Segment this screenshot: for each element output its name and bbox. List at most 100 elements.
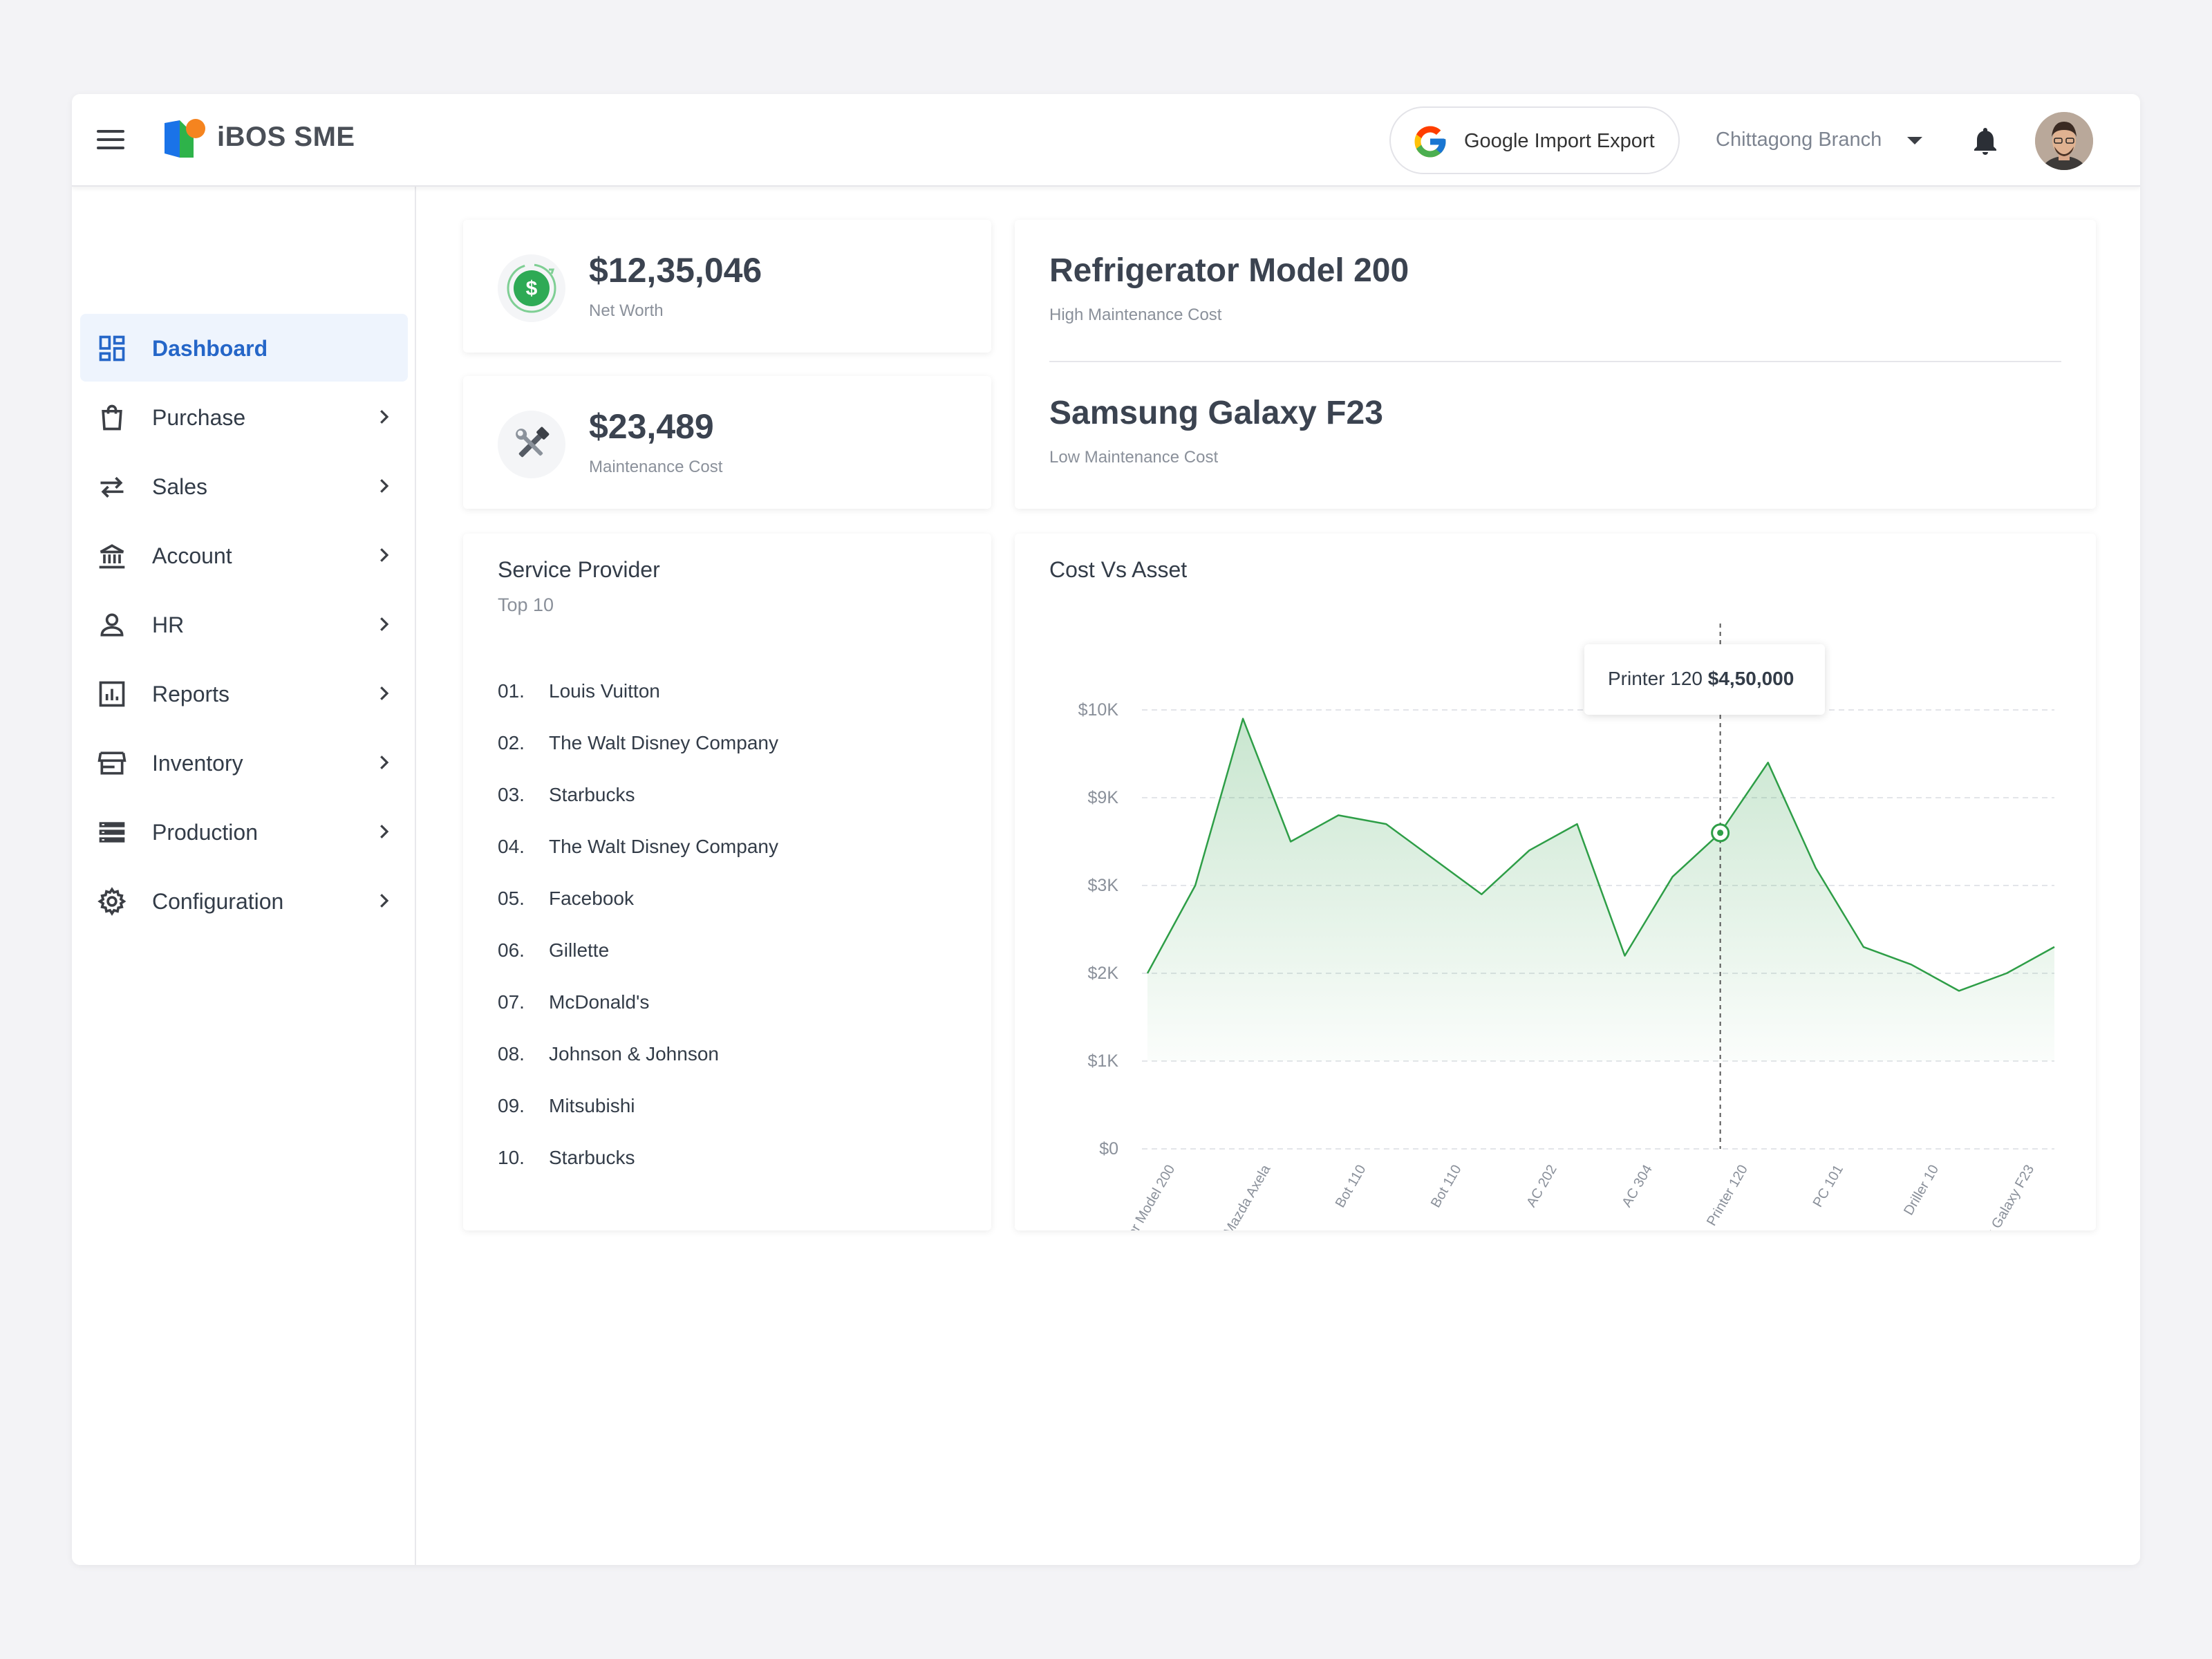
sidebar-item-purchase[interactable]: Purchase: [80, 383, 408, 451]
x-tick-label: Driller 10: [1901, 1163, 1942, 1218]
low-maintenance-asset-title: Samsung Galaxy F23: [1049, 395, 1383, 431]
list-stack-icon: [99, 822, 125, 843]
sidebar-item-label: Account: [152, 543, 232, 568]
sidebar-item-label: Inventory: [152, 751, 243, 776]
sidebar-item-label: HR: [152, 612, 185, 637]
sidebar: Dashboard Purchase Sales Account: [72, 187, 416, 1565]
list-item-name: The Walt Disney Company: [549, 732, 778, 753]
chevron-right-icon: [380, 686, 389, 700]
y-tick-label: $0: [1099, 1139, 1118, 1159]
sidebar-item-sales[interactable]: Sales: [80, 452, 408, 520]
google-icon: [1414, 126, 1446, 158]
sidebar-item-label: Purchase: [152, 405, 246, 430]
bell-icon[interactable]: [1969, 124, 2002, 158]
maintenance-cost-label: Maintenance Cost: [589, 458, 723, 476]
chevron-right-icon: [380, 756, 389, 769]
chevron-right-icon: [380, 479, 389, 493]
high-maintenance-asset-subtitle: High Maintenance Cost: [1049, 306, 1222, 324]
sidebar-item-hr[interactable]: HR: [80, 590, 408, 658]
person-icon: [100, 613, 124, 637]
bar-report-icon: [99, 681, 125, 707]
caret-down-icon[interactable]: [1907, 137, 1922, 144]
list-item-name: Facebook: [549, 888, 634, 909]
sidebar-item-inventory[interactable]: Inventory: [80, 729, 408, 796]
sidebar-item-label: Reports: [152, 682, 230, 706]
list-item-number: 08.: [498, 1043, 525, 1065]
list-item-number: 07.: [498, 991, 525, 1013]
list-item-number: 03.: [498, 784, 525, 805]
sidebar-item-label: Configuration: [152, 889, 284, 914]
top-header: iBOS SME Google Import Export Chittagong…: [72, 94, 2140, 187]
hover-point: [1717, 830, 1724, 836]
dashboard-icon: [99, 335, 125, 362]
y-tick-label: $9K: [1088, 788, 1119, 807]
brand-name: iBOS SME: [217, 122, 355, 152]
ibos-logo-icon: [165, 119, 205, 158]
list-item-number: 10.: [498, 1147, 525, 1168]
y-tick-label: $10K: [1078, 700, 1119, 720]
net-worth-label: Net Worth: [589, 301, 664, 320]
high-maintenance-asset-title: Refrigerator Model 200: [1049, 252, 1409, 289]
maintenance-cost-value: $23,489: [589, 407, 714, 446]
list-item-number: 04.: [498, 836, 525, 857]
sidebar-item-account[interactable]: Account: [80, 521, 408, 589]
series-line: [1146, 718, 2055, 992]
service-provider-card: Service Provider Top 10 01. Louis Vuitton…: [463, 534, 991, 1230]
chevron-right-icon: [380, 617, 389, 631]
swap-arrows-icon: [100, 476, 124, 498]
list-item-name: Louis Vuitton: [549, 680, 660, 702]
chevron-right-icon: [380, 548, 389, 562]
y-tick-label: $3K: [1088, 876, 1119, 895]
sidebar-item-configuration[interactable]: Configuration: [80, 867, 408, 935]
sidebar-item-label: Sales: [152, 474, 208, 499]
maintenance-cost-card: $23,489 Maintenance Cost: [463, 376, 991, 509]
y-tick-label: $1K: [1088, 1051, 1119, 1071]
app-window: iBOS SME Google Import Export Chittagong…: [72, 94, 2140, 1565]
x-tick-label: AC 202: [1524, 1163, 1559, 1210]
list-item-number: 01.: [498, 680, 525, 702]
sidebar-item-label: Dashboard: [152, 336, 268, 361]
tooltip-label: Printer 120: [1608, 668, 1703, 689]
menu-icon[interactable]: [97, 127, 124, 152]
branch-selector[interactable]: Chittagong Branch: [1716, 129, 1882, 151]
chevron-right-icon: [380, 894, 389, 908]
chart-title: Cost Vs Asset: [1049, 557, 1188, 582]
list-item-number: 05.: [498, 888, 525, 909]
gear-icon: [97, 887, 126, 916]
x-tick-label: AC 304: [1619, 1163, 1655, 1210]
user-avatar[interactable]: [2035, 112, 2093, 170]
asset-maintenance-card: Refrigerator Model 200 High Maintenance …: [1015, 220, 2096, 509]
service-provider-title: Service Provider: [498, 557, 660, 582]
net-worth-card: $ $12,35,046 Net Worth: [463, 220, 991, 353]
google-import-export-button[interactable]: Google Import Export: [1389, 106, 1680, 174]
list-item-name: Mitsubishi: [549, 1095, 635, 1116]
low-maintenance-asset-subtitle: Low Maintenance Cost: [1049, 448, 1219, 467]
cost-vs-asset-chart: $0 $1K $2K $3K $9K $10K Refrigerator Model 200…: [1078, 624, 2055, 1231]
list-item-number: 06.: [498, 939, 525, 961]
x-tick-label: Mazda Axela: [1221, 1162, 1274, 1230]
asset-divider: [1049, 361, 2061, 362]
x-tick-label: Bot 110: [1333, 1163, 1369, 1210]
list-item-name: Starbucks: [549, 784, 635, 805]
sidebar-item-label: Production: [152, 820, 258, 845]
list-item-name: Starbucks: [549, 1147, 635, 1168]
store-icon: [97, 751, 126, 775]
list-item-number: 02.: [498, 732, 525, 753]
cost-vs-asset-chart-card: Cost Vs Asset $0 $1K $2K $3K $9K $10K Refriger…: [1015, 534, 2096, 1230]
chart-tooltip: Printer 120 $4,50,000: [1584, 644, 1825, 715]
series-area: [1147, 718, 2054, 1061]
x-tick-label: Printer 120: [1704, 1163, 1751, 1229]
service-provider-subtitle: Top 10: [498, 594, 554, 615]
shopping-bag-icon: [102, 404, 122, 431]
x-tick-label: Refrigerator Model 200: [1094, 1163, 1178, 1231]
chevron-right-icon: [380, 410, 389, 424]
bank-icon: [99, 544, 125, 569]
list-item-name: Gillette: [549, 939, 610, 961]
list-item-number: 09.: [498, 1095, 525, 1116]
x-tick-label: PC 101: [1810, 1163, 1846, 1210]
sidebar-item-production[interactable]: Production: [80, 798, 408, 865]
sidebar-item-dashboard[interactable]: Dashboard: [80, 314, 408, 382]
net-worth-value: $12,35,046: [589, 251, 762, 290]
sidebar-item-reports[interactable]: Reports: [80, 659, 408, 727]
x-tick-label: Bot 110: [1428, 1163, 1465, 1210]
